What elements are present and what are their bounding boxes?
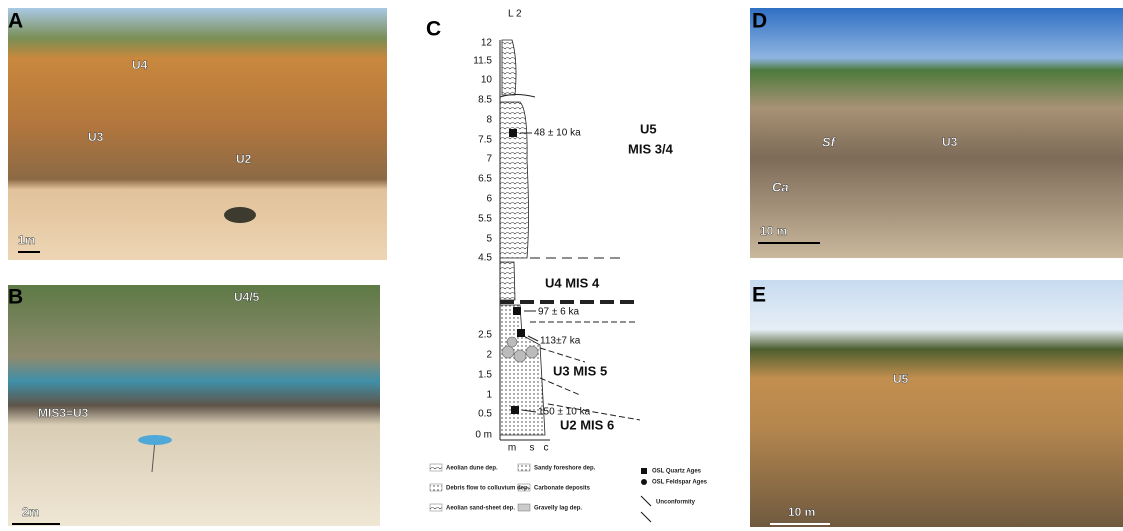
label: 6.5 [478, 174, 492, 185]
label: OSL Feldspar Ages [652, 480, 708, 486]
label: 0.5 [478, 409, 492, 420]
label: 2.5 [478, 330, 492, 341]
label: 97 ± 6 ka [538, 307, 580, 318]
label: U2 MIS 6 [560, 417, 614, 432]
label: m [508, 443, 516, 454]
label: 1.5 [478, 370, 492, 381]
label: 113±7 ka [540, 336, 581, 347]
panel-label: B [8, 286, 23, 309]
panel-label: A [8, 10, 23, 33]
label: 0 m [475, 430, 492, 441]
label: 8.5 [478, 95, 492, 106]
label: 1 [486, 390, 492, 401]
label: U3 MIS 5 [553, 363, 607, 378]
label: 11.5 [473, 56, 492, 67]
label: U2 [236, 152, 252, 166]
label: 48 ± 10 ka [534, 128, 581, 139]
photo-e [750, 280, 1123, 527]
label: U3 [942, 135, 958, 149]
label: 10 m [760, 224, 787, 238]
label: 5 [486, 234, 492, 245]
label: 2 [486, 350, 492, 361]
label: Sandy foreshore dep. [534, 466, 596, 472]
rock [224, 207, 256, 223]
label: MIS 3/4 [628, 141, 674, 156]
label: OSL Quartz Ages [652, 469, 702, 475]
strat-log [430, 40, 651, 522]
label: 8 [486, 115, 492, 126]
label: 10 [481, 75, 493, 86]
label: Gravelly lag dep. [534, 506, 582, 512]
label: Unconformity [656, 500, 696, 506]
label: 6 [486, 194, 492, 205]
label: U5 [893, 372, 909, 386]
label: MIS3=U3 [38, 406, 89, 420]
label: Aeolian dune dep. [446, 466, 498, 472]
label: U4 MIS 4 [545, 275, 600, 290]
photo-d [750, 8, 1123, 258]
label: Ca [772, 179, 789, 194]
label: 150 ± 10 ka [538, 407, 591, 418]
label: c [544, 443, 549, 454]
label: Carbonate deposits [534, 486, 591, 492]
label: U4 [132, 58, 148, 72]
panel-label: C [426, 18, 441, 41]
label: 10 m [788, 505, 815, 519]
label: 4.5 [478, 253, 492, 264]
label: 1m [18, 233, 35, 247]
label: Sf [822, 134, 837, 149]
label: 2m [22, 505, 39, 519]
label: 7.5 [478, 135, 492, 146]
figure: AU4U3U21mBU4/5MIS3=U32mDSfU3Ca10 mEU510 … [0, 0, 1123, 531]
label: Aeolian sand-sheet dep. [446, 506, 515, 512]
label: s [530, 443, 535, 454]
label: U5 [640, 121, 657, 136]
label: 7 [486, 154, 492, 165]
umbrella [138, 435, 172, 445]
photo-a [8, 8, 387, 260]
label: 12 [481, 38, 493, 49]
panel-label: E [752, 284, 766, 307]
panel-label: D [752, 10, 767, 33]
label: Debris flow to colluvium dep. [446, 486, 530, 492]
label: U3 [88, 130, 104, 144]
label: U4/5 [234, 290, 260, 304]
label: 5.5 [478, 214, 492, 225]
label: L 2 [508, 9, 522, 20]
